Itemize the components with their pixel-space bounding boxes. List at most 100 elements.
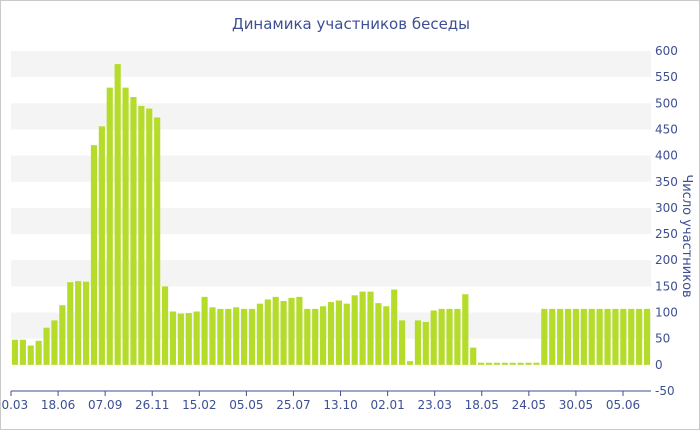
y-tick-label: 500 xyxy=(655,96,678,110)
bar xyxy=(11,339,19,365)
bar xyxy=(438,308,445,365)
bar xyxy=(130,97,137,365)
bar xyxy=(201,296,208,365)
x-tick-label: 02.01 xyxy=(370,398,404,412)
bar xyxy=(312,308,319,365)
bar xyxy=(391,289,398,365)
x-tick-label: 26.11 xyxy=(135,398,169,412)
bar xyxy=(446,308,453,365)
bar xyxy=(185,313,192,365)
bar xyxy=(580,308,587,365)
bar xyxy=(19,339,26,365)
bar xyxy=(114,64,121,365)
y-tick-label: 100 xyxy=(655,306,678,320)
bar xyxy=(525,362,532,365)
bar xyxy=(399,320,406,365)
bar xyxy=(351,295,358,365)
bar xyxy=(193,311,200,365)
bar xyxy=(588,308,595,365)
y-tick-label: 50 xyxy=(655,332,670,346)
x-tick-label: 15.02 xyxy=(182,398,216,412)
bar xyxy=(256,303,263,365)
x-tick-label: 25.07 xyxy=(276,398,310,412)
bar xyxy=(35,340,42,365)
bar xyxy=(272,296,279,365)
x-tick-label: 24.05 xyxy=(512,398,546,412)
x-tick-label: 23.03 xyxy=(418,398,452,412)
bar xyxy=(501,362,508,365)
x-tick-label: 07.09 xyxy=(88,398,122,412)
bar xyxy=(209,307,216,365)
bar xyxy=(335,300,342,365)
bar xyxy=(75,281,82,365)
bar xyxy=(462,294,469,365)
x-tick-label: 05.05 xyxy=(229,398,263,412)
bar xyxy=(470,347,477,365)
grid-band xyxy=(11,51,651,78)
bar xyxy=(422,321,429,365)
y-tick-label: 400 xyxy=(655,149,678,163)
bar xyxy=(233,307,240,365)
bar xyxy=(549,308,556,365)
bar xyxy=(383,306,390,365)
bar xyxy=(27,345,34,365)
bar xyxy=(612,308,619,365)
bar xyxy=(217,308,224,365)
bar xyxy=(485,362,493,365)
y-tick-label: 150 xyxy=(655,279,678,293)
bar xyxy=(533,362,540,365)
bar xyxy=(169,311,177,365)
bar xyxy=(82,281,90,365)
bar xyxy=(146,108,153,365)
bar xyxy=(541,308,548,365)
bar xyxy=(406,361,414,365)
bar xyxy=(122,87,129,365)
bar xyxy=(296,296,303,365)
bar xyxy=(241,308,248,365)
y-tick-label: 600 xyxy=(655,44,678,58)
bar xyxy=(264,299,271,365)
bar xyxy=(320,306,327,365)
bar xyxy=(509,362,516,365)
x-axis-ticks: 30.03 18.06 07.09 26.11 15.02 05.05 25.07 13.10… xyxy=(1,391,640,412)
bar xyxy=(414,320,421,365)
x-tick-label: 30.03 xyxy=(1,398,28,412)
bar xyxy=(564,308,572,365)
bar xyxy=(454,308,461,365)
y-tick-label: 250 xyxy=(655,227,678,241)
bar xyxy=(98,126,105,365)
bar xyxy=(493,362,500,365)
bar xyxy=(359,291,366,365)
bar xyxy=(304,308,311,365)
bar xyxy=(517,362,524,365)
bar xyxy=(177,313,184,365)
bar xyxy=(643,308,651,365)
y-axis-label: Число участников xyxy=(679,174,694,297)
bar xyxy=(138,105,145,365)
bar xyxy=(51,320,58,365)
bar xyxy=(90,145,98,365)
bar xyxy=(43,327,50,365)
y-tick-label: 550 xyxy=(655,70,678,84)
y-axis-ticks: -50 0 50 100 150 200 250 300 350 400 450 500 550 600 xyxy=(655,44,678,398)
bar xyxy=(572,308,580,365)
bar xyxy=(59,305,66,365)
bar xyxy=(636,308,643,365)
bar xyxy=(154,117,161,365)
x-tick-label: 18.05 xyxy=(465,398,499,412)
bar xyxy=(478,362,485,365)
x-tick-label: 30.05 xyxy=(559,398,593,412)
bar xyxy=(343,303,350,365)
y-tick-label: -50 xyxy=(655,384,675,398)
bar xyxy=(225,308,232,365)
bar xyxy=(620,308,627,365)
y-tick-label: 350 xyxy=(655,175,678,189)
x-tick-label: 18.06 xyxy=(41,398,75,412)
x-tick-label: 05.06 xyxy=(606,398,640,412)
bar xyxy=(106,87,113,365)
bar xyxy=(367,291,374,365)
chart-title: Динамика участников беседы xyxy=(232,15,470,33)
y-tick-label: 200 xyxy=(655,253,678,267)
bar xyxy=(67,282,74,365)
